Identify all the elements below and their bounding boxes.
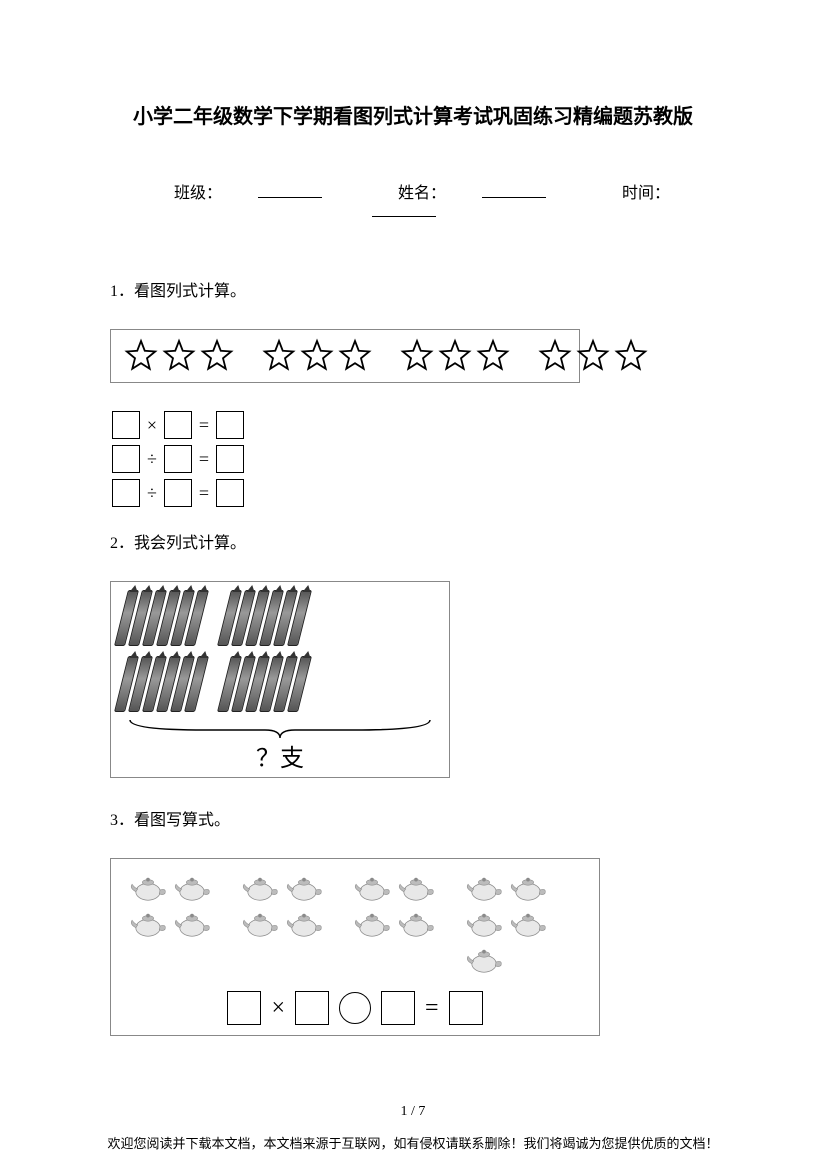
page-number: 1 / 7 <box>0 1104 826 1120</box>
star-icon <box>537 338 573 374</box>
time-label: 时间： <box>622 185 670 202</box>
star-group <box>123 338 235 374</box>
equals-op: = <box>425 995 439 1022</box>
answer-box[interactable] <box>381 991 415 1025</box>
star-icon <box>261 338 297 374</box>
star-group <box>399 338 511 374</box>
q2-figure: ？支 <box>110 581 450 778</box>
star-icon <box>475 338 511 374</box>
operator: ÷ <box>144 449 160 470</box>
teapot-icon <box>465 909 503 939</box>
times-op: × <box>271 995 285 1022</box>
pencil-row <box>121 590 439 646</box>
teapot-icon <box>241 873 279 903</box>
teapot-group <box>353 873 435 975</box>
name-label: 姓名： <box>398 185 446 202</box>
star-group <box>261 338 373 374</box>
star-icon <box>437 338 473 374</box>
answer-box[interactable] <box>216 479 244 507</box>
page-title: 小学二年级数学下学期看图列式计算考试巩固练习精编题苏教版 <box>110 100 716 129</box>
q2-label: 2．我会列式计算。 <box>110 529 716 553</box>
teapot-icon <box>397 873 435 903</box>
teapot-icon <box>465 873 503 903</box>
teapot-icon <box>509 873 547 903</box>
answer-box[interactable] <box>112 411 140 439</box>
time-blank[interactable] <box>372 203 436 217</box>
teapot-icon <box>173 909 211 939</box>
header-info: 班级： 姓名： 时间： <box>110 179 716 222</box>
star-icon <box>613 338 649 374</box>
equals-op: = <box>196 415 212 436</box>
answer-box[interactable] <box>216 411 244 439</box>
q2-question-text: ？支 <box>121 738 439 773</box>
pencil-group <box>224 590 305 646</box>
q1-label: 1．看图列式计算。 <box>110 277 716 301</box>
operator: ÷ <box>144 483 160 504</box>
teapot-icon <box>285 873 323 903</box>
q3-figure: × = <box>110 858 600 1036</box>
star-icon <box>575 338 611 374</box>
circle-op-box[interactable] <box>339 992 371 1024</box>
teapot-icon <box>129 909 167 939</box>
equation-row: ×= <box>112 411 714 439</box>
answer-box[interactable] <box>216 445 244 473</box>
teapot-icon <box>129 873 167 903</box>
teapot-group <box>465 873 547 975</box>
answer-box[interactable] <box>164 479 192 507</box>
star-icon <box>399 338 435 374</box>
class-label: 班级： <box>174 185 222 202</box>
teapot-icon <box>353 873 391 903</box>
answer-box[interactable] <box>112 445 140 473</box>
q1-figure: ×=÷=÷= <box>110 329 716 507</box>
star-group <box>537 338 649 374</box>
pencil-group <box>224 656 305 712</box>
name-blank[interactable] <box>482 184 546 198</box>
star-icon <box>123 338 159 374</box>
answer-box[interactable] <box>295 991 329 1025</box>
teapot-group <box>241 873 323 975</box>
teapot-icon <box>173 873 211 903</box>
star-icon <box>337 338 373 374</box>
teapot-icon <box>353 909 391 939</box>
class-blank[interactable] <box>258 184 322 198</box>
equation-row: ÷= <box>112 479 714 507</box>
pencil-group <box>121 656 202 712</box>
star-icon <box>161 338 197 374</box>
operator: × <box>144 415 160 436</box>
teapot-icon <box>465 945 503 975</box>
q3-label: 3．看图写算式。 <box>110 806 716 830</box>
equals-op: = <box>196 483 212 504</box>
answer-box[interactable] <box>227 991 261 1025</box>
teapot-icon <box>509 909 547 939</box>
footer-text: 欢迎您阅读并下载本文档，本文档来源于互联网，如有侵权请联系删除！我们将竭诚为您提… <box>0 1133 826 1152</box>
star-icon <box>299 338 335 374</box>
pencil-row <box>121 656 439 712</box>
answer-box[interactable] <box>112 479 140 507</box>
teapot-icon <box>285 909 323 939</box>
teapot-icon <box>241 909 279 939</box>
teapot-icon <box>397 909 435 939</box>
answer-box[interactable] <box>164 411 192 439</box>
brace-icon <box>125 718 435 740</box>
pencil-group <box>121 590 202 646</box>
star-icon <box>199 338 235 374</box>
equals-op: = <box>196 449 212 470</box>
answer-box[interactable] <box>164 445 192 473</box>
teapot-group <box>129 873 211 975</box>
q3-equation: × = <box>129 991 581 1025</box>
equation-row: ÷= <box>112 445 714 473</box>
answer-box[interactable] <box>449 991 483 1025</box>
